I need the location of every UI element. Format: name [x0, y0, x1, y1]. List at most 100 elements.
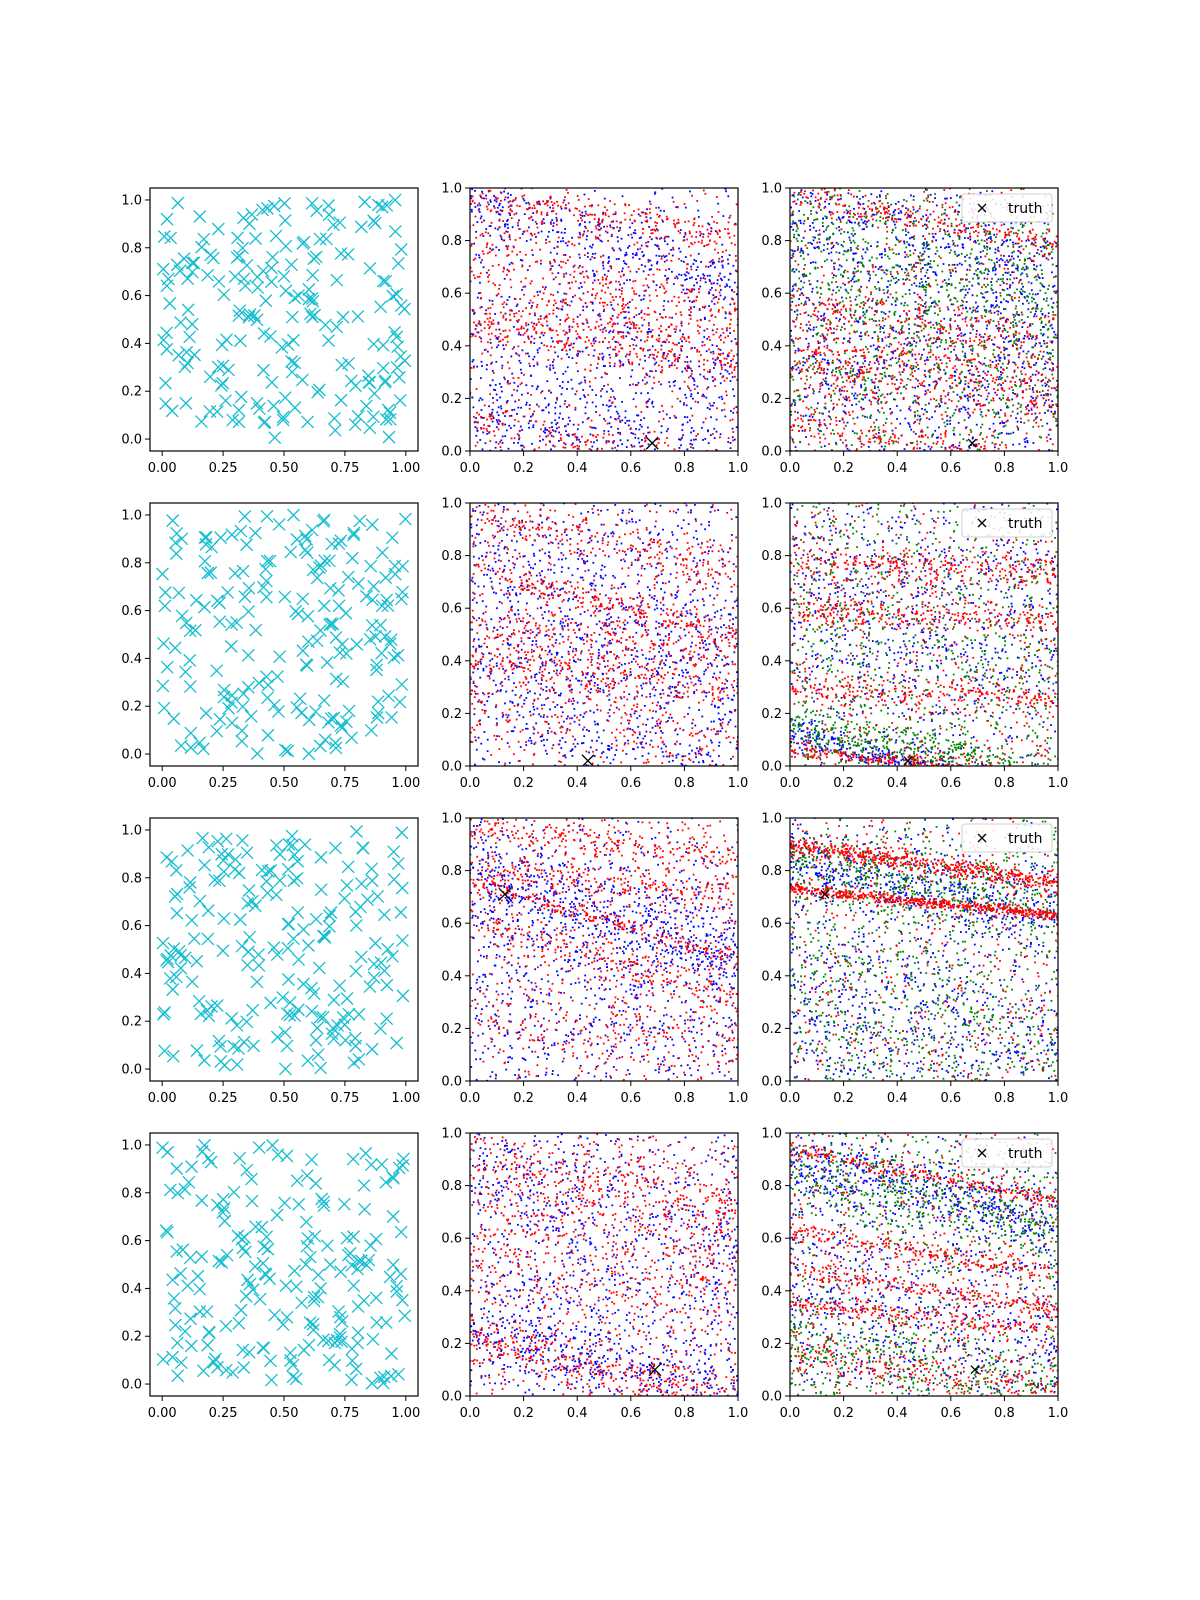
- data-point: [602, 211, 604, 214]
- data-point: [819, 354, 822, 356]
- data-point: [803, 281, 806, 284]
- data-point: [927, 445, 930, 448]
- data-point: [876, 347, 879, 350]
- data-point: [1007, 340, 1010, 343]
- data-point: [528, 337, 530, 340]
- data-point: [806, 247, 809, 250]
- data-point: [1049, 356, 1052, 359]
- data-point: [569, 344, 572, 347]
- data-point: [624, 310, 627, 313]
- data-point: [798, 372, 801, 375]
- data-point: [802, 236, 805, 239]
- data-point: [913, 332, 915, 335]
- data-point: [621, 270, 623, 273]
- data-point: [647, 336, 649, 339]
- data-point: [1043, 342, 1046, 345]
- data-point: [963, 285, 965, 288]
- data-point: [498, 218, 501, 221]
- data-point: [693, 388, 696, 390]
- data-point: [531, 304, 533, 307]
- data-point: [968, 345, 971, 348]
- data-point: [689, 190, 691, 193]
- data-point: [482, 427, 485, 430]
- data-point: [696, 433, 699, 436]
- data-point: [680, 324, 683, 327]
- data-point: [644, 289, 647, 292]
- data-point: [1035, 397, 1038, 399]
- data-point: [1038, 435, 1041, 438]
- data-point: [856, 416, 859, 419]
- x-tick-label: 1.0: [728, 461, 749, 476]
- data-point: [970, 248, 973, 251]
- data-point: [903, 240, 905, 243]
- data-point: [701, 344, 704, 347]
- data-point: [1004, 402, 1007, 405]
- sample-marker: [160, 326, 174, 340]
- data-point: [658, 420, 660, 423]
- data-point: [1033, 363, 1035, 366]
- data-point: [581, 214, 584, 217]
- data-point: [827, 359, 829, 362]
- data-point: [687, 288, 690, 291]
- sample-marker: [249, 232, 263, 245]
- data-point: [818, 203, 821, 206]
- data-point: [550, 265, 553, 268]
- data-point: [907, 243, 910, 246]
- sample-marker: [348, 418, 362, 432]
- data-point: [953, 296, 956, 299]
- sample-marker: [310, 204, 324, 218]
- data-point: [1008, 259, 1011, 262]
- data-point: [729, 318, 732, 321]
- data-point: [489, 201, 492, 203]
- data-point: [550, 434, 553, 437]
- data-point: [632, 256, 634, 259]
- data-point: [1025, 239, 1028, 242]
- data-point: [867, 445, 870, 448]
- data-point: [939, 246, 942, 249]
- data-point: [711, 433, 714, 435]
- data-point: [1021, 362, 1024, 365]
- data-point: [545, 406, 547, 409]
- data-point: [679, 329, 682, 332]
- data-point: [709, 351, 712, 354]
- data-point: [879, 266, 881, 269]
- data-point: [573, 244, 576, 247]
- data-point: [1005, 347, 1008, 350]
- data-point: [589, 433, 592, 436]
- data-point: [727, 437, 730, 439]
- data-point: [1035, 310, 1037, 313]
- data-point: [480, 215, 483, 218]
- data-point: [566, 353, 568, 356]
- data-point: [597, 219, 600, 222]
- y-tick-label: 0.8: [441, 234, 462, 249]
- data-point: [863, 215, 866, 218]
- data-point: [945, 246, 948, 248]
- data-point: [676, 358, 679, 361]
- data-point: [617, 341, 620, 344]
- data-point: [617, 427, 619, 430]
- data-point: [565, 331, 568, 334]
- data-point: [577, 199, 580, 201]
- data-point: [480, 337, 482, 340]
- data-point: [1015, 267, 1018, 270]
- data-point: [1015, 417, 1017, 420]
- data-point: [822, 335, 825, 337]
- data-point: [727, 355, 730, 358]
- data-point: [686, 385, 689, 388]
- data-point: [828, 416, 831, 418]
- data-point: [820, 369, 823, 371]
- data-point: [736, 365, 738, 368]
- data-point: [642, 211, 644, 214]
- data-point: [657, 215, 660, 218]
- data-point: [601, 358, 604, 361]
- data-point: [668, 341, 670, 344]
- data-point: [609, 416, 612, 419]
- data-point: [983, 245, 986, 248]
- data-point: [625, 251, 628, 254]
- data-point: [527, 323, 530, 326]
- data-point: [497, 442, 500, 445]
- data-point: [584, 441, 586, 444]
- data-point: [851, 430, 854, 433]
- data-point: [952, 270, 954, 272]
- data-point: [1022, 290, 1024, 293]
